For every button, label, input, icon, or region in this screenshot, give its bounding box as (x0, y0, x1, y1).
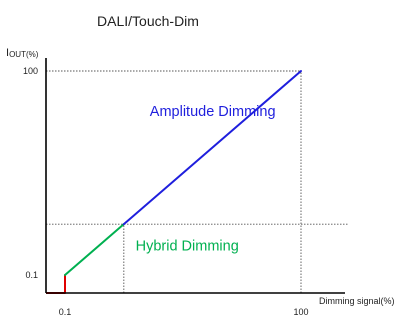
y-axis-label-main: I (6, 47, 9, 59)
series-line-2 (122, 70, 302, 226)
y-tick-label: 100 (23, 66, 38, 76)
axes (45, 58, 345, 294)
x-axis-label: Dimming signal(%) (319, 296, 395, 306)
annotation-label: Hybrid Dimming (136, 239, 239, 255)
y-tick-label: 0.1 (25, 270, 38, 280)
y-axis-label-sub: OUT(%) (9, 50, 39, 59)
svg-text:IOUT(%): IOUT(%) (6, 47, 39, 59)
series-line-1 (64, 223, 125, 276)
y-axis-label: IOUT(%) (6, 47, 39, 59)
tick-labels: 0.1 100 0.1 100 (23, 66, 309, 317)
chart-title: DALI/Touch-Dim (97, 13, 199, 29)
annotations: Amplitude Dimming Hybrid Dimming (136, 104, 276, 255)
x-tick-label: 100 (293, 307, 308, 317)
x-tick-label: 0.1 (59, 307, 72, 317)
annotation-label: Amplitude Dimming (150, 104, 276, 120)
